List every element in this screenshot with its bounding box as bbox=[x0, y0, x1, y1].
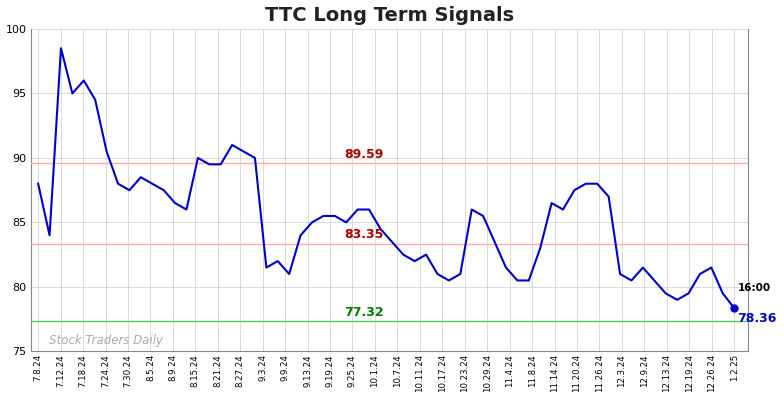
Text: 77.32: 77.32 bbox=[344, 306, 384, 319]
Text: Stock Traders Daily: Stock Traders Daily bbox=[49, 334, 163, 347]
Title: TTC Long Term Signals: TTC Long Term Signals bbox=[265, 6, 514, 25]
Text: 83.35: 83.35 bbox=[344, 228, 384, 241]
Text: 78.36: 78.36 bbox=[738, 312, 777, 325]
Text: 89.59: 89.59 bbox=[344, 148, 384, 161]
Text: 16:00: 16:00 bbox=[738, 283, 771, 293]
